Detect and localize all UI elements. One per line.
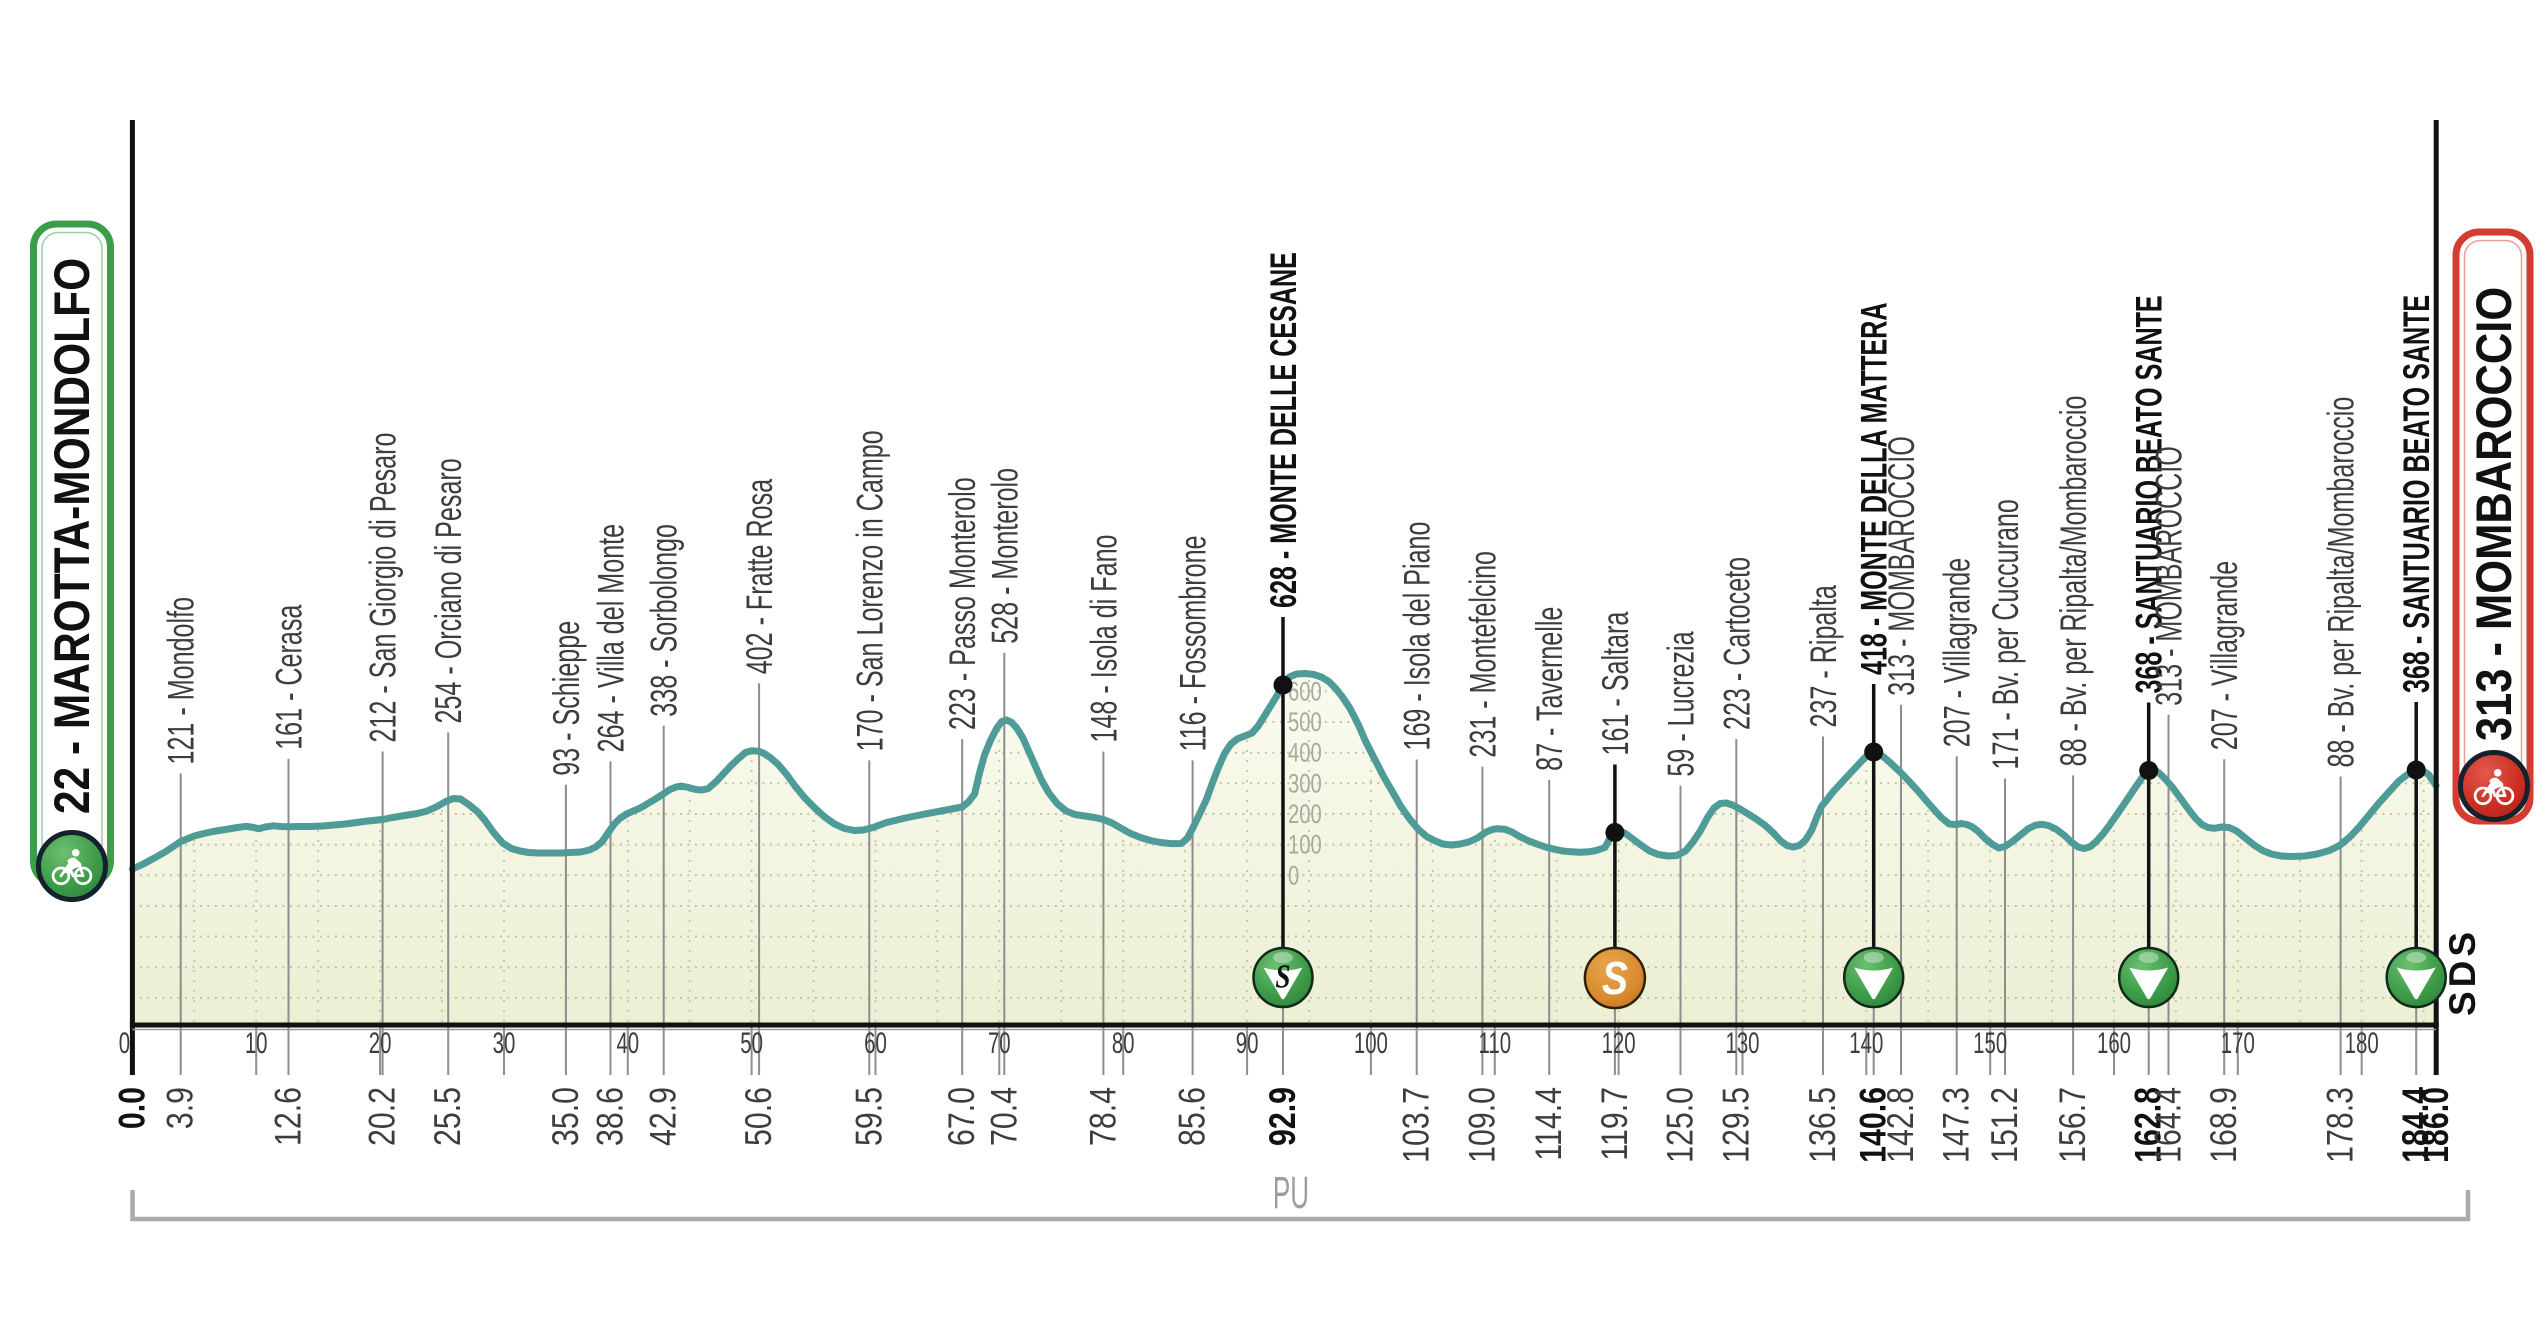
svg-text:338 - Sorbolongo: 338 - Sorbolongo (643, 524, 685, 717)
svg-text:313 - MOMBAROCCIO: 313 - MOMBAROCCIO (2147, 446, 2189, 706)
svg-text:121 - Mondolfo: 121 - Mondolfo (160, 597, 202, 765)
svg-text:50.6: 50.6 (738, 1087, 780, 1146)
svg-text:600: 600 (1288, 677, 1322, 708)
svg-text:151.2: 151.2 (1984, 1087, 2026, 1163)
svg-text:20: 20 (369, 1027, 392, 1060)
svg-text:S: S (1275, 958, 1290, 996)
svg-text:93 - Schieppe: 93 - Schieppe (545, 621, 587, 776)
svg-text:161 - Saltara: 161 - Saltara (1594, 611, 1636, 755)
svg-text:418 - MONTE DELLA MATTERA: 418 - MONTE DELLA MATTERA (1853, 302, 1895, 675)
svg-text:223 - Cartoceto: 223 - Cartoceto (1715, 557, 1757, 730)
svg-text:110: 110 (1479, 1027, 1512, 1060)
svg-text:264 - Villa del Monte: 264 - Villa del Monte (589, 524, 631, 753)
svg-text:114.4: 114.4 (1528, 1087, 1570, 1161)
svg-text:254 - Orciano di Pesaro: 254 - Orciano di Pesaro (427, 458, 469, 723)
svg-text:300: 300 (1288, 769, 1322, 800)
svg-text:12.6: 12.6 (268, 1087, 310, 1146)
svg-text:156.7: 156.7 (2052, 1087, 2094, 1163)
svg-text:119.7: 119.7 (1594, 1087, 1636, 1161)
svg-text:100: 100 (1354, 1027, 1388, 1060)
svg-text:184.4: 184.4 (2395, 1087, 2437, 1163)
svg-text:100: 100 (1288, 830, 1322, 861)
svg-text:500: 500 (1288, 707, 1322, 738)
svg-text:164.4: 164.4 (2148, 1087, 2190, 1163)
svg-text:20.2: 20.2 (362, 1087, 404, 1146)
svg-text:129.5: 129.5 (1715, 1087, 1757, 1163)
svg-text:162.8: 162.8 (2128, 1087, 2170, 1163)
svg-text:S: S (1602, 953, 1629, 1005)
svg-text:140.6: 140.6 (1853, 1087, 1895, 1163)
svg-text:70.4: 70.4 (983, 1087, 1025, 1146)
svg-text:125.0: 125.0 (1660, 1087, 1702, 1163)
svg-text:30: 30 (493, 1027, 516, 1060)
svg-text:90: 90 (1236, 1027, 1259, 1060)
svg-text:25.5: 25.5 (427, 1087, 469, 1146)
svg-text:223 - Passo Monterolo: 223 - Passo Monterolo (941, 477, 983, 730)
svg-text:628 - MONTE DELLE CESANE: 628 - MONTE DELLE CESANE (1262, 252, 1304, 608)
svg-text:35.0: 35.0 (545, 1087, 587, 1146)
svg-text:147.3: 147.3 (1936, 1087, 1978, 1163)
svg-text:SDS: SDS (2442, 928, 2483, 1016)
svg-text:50: 50 (740, 1027, 763, 1060)
svg-text:0.0: 0.0 (112, 1087, 154, 1129)
svg-text:42.9: 42.9 (643, 1087, 685, 1146)
svg-text:528 - Monterolo: 528 - Monterolo (983, 468, 1025, 644)
svg-text:136.5: 136.5 (1802, 1087, 1844, 1163)
svg-text:180: 180 (2345, 1027, 2379, 1060)
svg-text:140: 140 (1849, 1027, 1883, 1060)
svg-text:130: 130 (1725, 1027, 1759, 1060)
svg-text:168.9: 168.9 (2203, 1087, 2245, 1163)
svg-text:313 - MOMBAROCCIO: 313 - MOMBAROCCIO (1880, 436, 1922, 696)
svg-text:38.6: 38.6 (590, 1087, 632, 1146)
svg-text:3.9: 3.9 (160, 1087, 202, 1129)
svg-text:207 - Villagrande: 207 - Villagrande (1936, 558, 1978, 747)
svg-text:170 - San Lorenzo in Campo: 170 - San Lorenzo in Campo (848, 430, 890, 751)
svg-text:207 - Villagrande: 207 - Villagrande (2203, 561, 2245, 750)
svg-text:142.8: 142.8 (1880, 1087, 1922, 1163)
svg-text:109.0: 109.0 (1462, 1087, 1504, 1163)
svg-text:150: 150 (1973, 1027, 2007, 1060)
svg-text:60: 60 (864, 1027, 887, 1060)
svg-text:231 - Montefelcino: 231 - Montefelcino (1461, 551, 1503, 758)
svg-text:160: 160 (2097, 1027, 2131, 1060)
svg-text:85.6: 85.6 (1172, 1087, 1214, 1146)
svg-text:88 - Bv. per Ripalta/Mombarocc: 88 - Bv. per Ripalta/Mombaroccio (2320, 397, 2362, 768)
svg-text:59.5: 59.5 (848, 1087, 890, 1146)
svg-text:0: 0 (1288, 861, 1299, 892)
svg-text:70: 70 (988, 1027, 1011, 1060)
svg-text:92.9: 92.9 (1262, 1087, 1304, 1146)
svg-text:PU: PU (1273, 1168, 1309, 1218)
svg-text:170: 170 (2221, 1027, 2255, 1060)
svg-text:402 - Fratte Rosa: 402 - Fratte Rosa (738, 479, 780, 675)
svg-text:200: 200 (1288, 799, 1322, 830)
svg-text:67.0: 67.0 (941, 1087, 983, 1146)
svg-text:116 - Fossombrone: 116 - Fossombrone (1172, 535, 1214, 751)
svg-text:161 - Cerasa: 161 - Cerasa (267, 604, 309, 749)
svg-text:148 - Isola di Fano: 148 - Isola di Fano (1082, 534, 1124, 742)
svg-text:10: 10 (245, 1027, 268, 1060)
svg-text:186.0: 186.0 (2415, 1087, 2457, 1163)
svg-text:368 - SANTUARIO BEATO SANTE: 368 - SANTUARIO BEATO SANTE (2128, 295, 2170, 693)
svg-text:22 - MAROTTA-MONDOLFO: 22 - MAROTTA-MONDOLFO (44, 258, 100, 814)
svg-text:313 - MOMBAROCCIO: 313 - MOMBAROCCIO (2466, 287, 2521, 741)
svg-text:400: 400 (1288, 738, 1322, 769)
svg-text:212 - San Giorgio di Pesaro: 212 - San Giorgio di Pesaro (362, 433, 404, 743)
svg-text:237 - Ripalta: 237 - Ripalta (1802, 585, 1844, 728)
svg-text:171 - Bv. per Cuccurano: 171 - Bv. per Cuccurano (1984, 499, 2026, 769)
svg-text:87 - Tavernelle: 87 - Tavernelle (1528, 607, 1570, 771)
svg-text:120: 120 (1602, 1027, 1636, 1060)
svg-text:59 - Lucrezia: 59 - Lucrezia (1659, 631, 1701, 776)
svg-text:88 - Bv. per Ripalta/Mombarocc: 88 - Bv. per Ripalta/Mombaroccio (2052, 396, 2094, 767)
svg-text:103.7: 103.7 (1396, 1087, 1438, 1163)
svg-text:80: 80 (1112, 1027, 1135, 1060)
svg-text:0: 0 (119, 1027, 130, 1060)
svg-text:368 - SANTUARIO BEATO SANTE: 368 - SANTUARIO BEATO SANTE (2395, 295, 2437, 693)
svg-text:169 - Isola del Piano: 169 - Isola del Piano (1396, 522, 1438, 751)
svg-text:178.3: 178.3 (2320, 1087, 2362, 1163)
svg-text:78.4: 78.4 (1083, 1087, 1125, 1146)
svg-text:40: 40 (616, 1027, 639, 1060)
